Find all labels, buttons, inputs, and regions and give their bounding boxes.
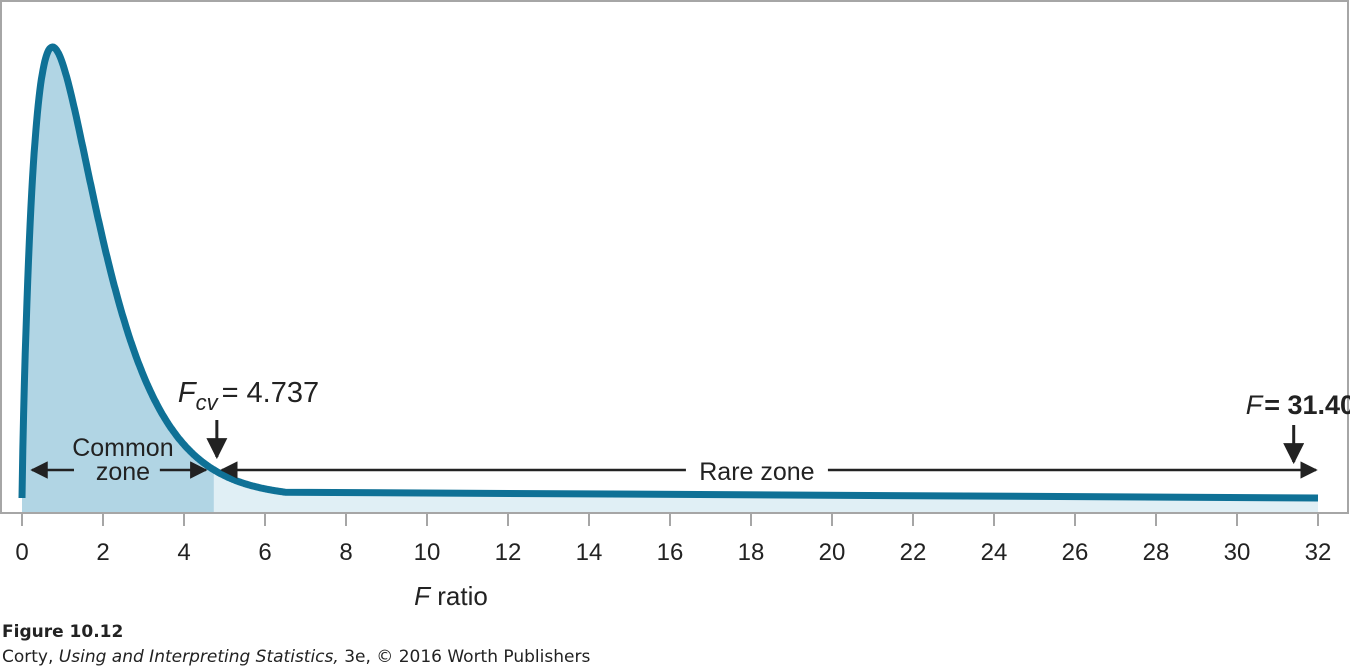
rare-zone-label: Rare zone bbox=[699, 458, 814, 486]
observed-f-label: F= 31.40 bbox=[1246, 390, 1350, 420]
x-tick-label: 14 bbox=[576, 539, 603, 566]
x-tick-label: 18 bbox=[738, 539, 765, 566]
credit-author: Corty, bbox=[2, 647, 54, 667]
density-curve bbox=[18, 43, 1319, 502]
x-tick-label: 0 bbox=[15, 539, 28, 566]
plot-frame bbox=[0, 0, 1349, 514]
credit-book: Using and Interpreting Statistics, bbox=[58, 647, 339, 667]
x-tick-label: 10 bbox=[414, 539, 441, 566]
x-tick-label: 20 bbox=[819, 539, 846, 566]
x-tick-label: 22 bbox=[900, 539, 927, 566]
figure-label: Figure 10.12 bbox=[2, 622, 124, 642]
x-tick-label: 24 bbox=[981, 539, 1008, 566]
x-tick-label: 2 bbox=[96, 539, 109, 566]
credit-rest: 3e, © 2016 Worth Publishers bbox=[344, 647, 591, 667]
x-tick-label: 28 bbox=[1143, 539, 1170, 566]
x-tick-label: 8 bbox=[339, 539, 352, 566]
x-tick-label: 16 bbox=[657, 539, 684, 566]
x-tick-label: 32 bbox=[1305, 539, 1332, 566]
common-zone-fill bbox=[22, 47, 214, 512]
common-zone-label-line2: zone bbox=[96, 458, 150, 486]
x-tick-label: 26 bbox=[1062, 539, 1089, 566]
x-axis-label-rest: ratio bbox=[430, 581, 488, 611]
common-zone-label-line1: Common bbox=[72, 434, 173, 462]
f-distribution-chart: 0 2 4 6 8 10 12 14 16 18 20 22 24 26 28 30 32 Commonzone… bbox=[0, 0, 1350, 611]
critical-value-label: Fcv = 4.737 bbox=[178, 377, 319, 415]
x-tick-label: 6 bbox=[258, 539, 271, 566]
figure-credit: Corty, Using and Interpreting Statistics… bbox=[2, 647, 590, 667]
rare-zone-fill bbox=[213, 469, 1318, 512]
x-axis-label: F ratio bbox=[414, 581, 488, 611]
x-axis-label-italic: F bbox=[414, 581, 432, 611]
x-tick-label: 12 bbox=[495, 539, 522, 566]
x-tick-label: 4 bbox=[177, 539, 190, 566]
x-tick-label: 30 bbox=[1224, 539, 1251, 566]
